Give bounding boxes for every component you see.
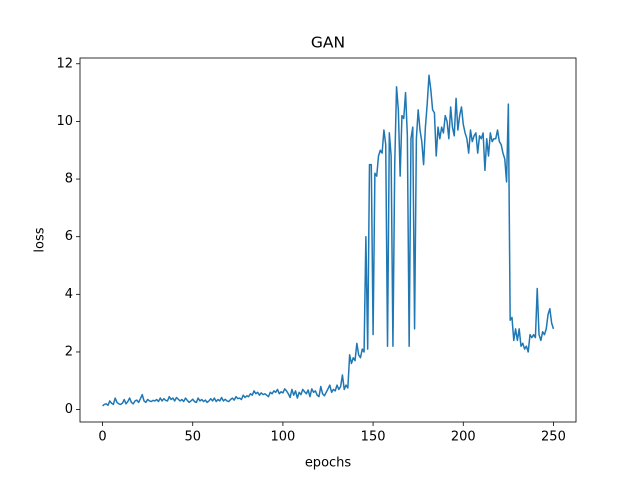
- x-axis-label: epochs: [305, 456, 352, 471]
- y-tick-label: 10: [56, 114, 73, 129]
- x-tick-label: 200: [451, 430, 476, 445]
- y-tick-label: 6: [65, 229, 73, 244]
- chart-title: GAN: [311, 34, 345, 52]
- x-tick-label: 150: [361, 430, 386, 445]
- y-tick-label: 8: [65, 172, 73, 187]
- x-tick-label: 100: [270, 430, 295, 445]
- y-axis-label: loss: [33, 227, 48, 252]
- y-tick-label: 12: [56, 56, 73, 71]
- data-line: [102, 74, 555, 407]
- axes-frame: [79, 57, 577, 423]
- y-tick-label: 4: [65, 287, 73, 302]
- y-tick-label: 2: [65, 344, 73, 359]
- x-tick-label: 0: [98, 430, 106, 445]
- x-tick-label: 250: [541, 430, 566, 445]
- x-tick-label: 50: [184, 430, 201, 445]
- y-tick-label: 0: [65, 402, 73, 417]
